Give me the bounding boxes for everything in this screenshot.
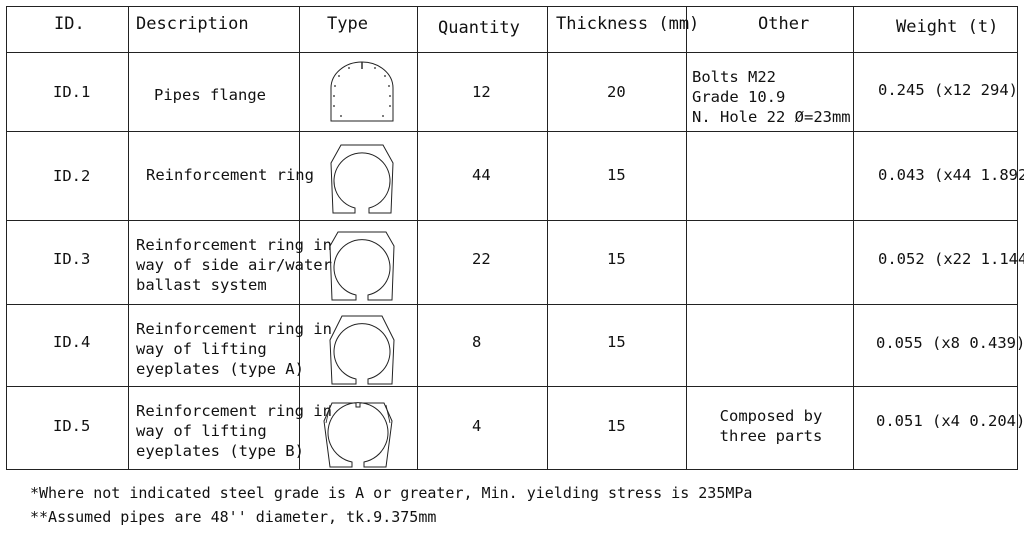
ring-profile-icon	[328, 224, 396, 304]
column-divider	[417, 6, 418, 470]
row-5-id: ID.5	[53, 417, 91, 435]
row-divider	[6, 220, 1018, 221]
row-4-thickness: 15	[607, 333, 626, 351]
header-quantity: Quantity	[438, 18, 520, 38]
row-4-quantity: 8	[472, 333, 482, 351]
header-id: ID.	[54, 14, 85, 34]
footnote-steel-grade: *Where not indicated steel grade is A or…	[30, 484, 753, 502]
row-1-description: Pipes flange	[154, 86, 266, 104]
row-1-thickness: 20	[607, 83, 626, 101]
row-divider	[6, 52, 1018, 53]
row-1-weight: 0.245 (x12 294)	[878, 81, 1018, 99]
row-divider	[6, 386, 1018, 387]
row-3-id: ID.3	[53, 250, 91, 268]
ring-profile-icon	[329, 137, 395, 217]
flange-profile-icon	[329, 60, 395, 122]
table-border-top	[6, 6, 1018, 7]
row-1-quantity: 12	[472, 83, 491, 101]
split-ring-profile-icon	[322, 393, 394, 469]
row-2-thickness: 15	[607, 166, 626, 184]
column-divider	[547, 6, 548, 470]
row-divider	[6, 304, 1018, 305]
row-5-quantity: 4	[472, 417, 482, 435]
row-2-id: ID.2	[53, 167, 91, 185]
row-5-weight: 0.051 (x4 0.204)	[876, 412, 1024, 430]
row-3-quantity: 22	[472, 250, 491, 268]
footnote-pipe-diameter: **Assumed pipes are 48'' diameter, tk.9.…	[30, 508, 437, 526]
row-3-description: Reinforcement ring in way of side air/wa…	[136, 236, 332, 294]
header-weight: Weight (t)	[896, 17, 999, 37]
row-5-description: Reinforcement ring in way of lifting eye…	[136, 402, 332, 460]
header-type: Type	[327, 14, 368, 34]
header-other: Other	[758, 14, 810, 34]
row-2-weight: 0.043 (x44 1.892)	[878, 166, 1024, 184]
header-thickness: Thickness (mm)	[556, 14, 700, 34]
column-divider	[299, 6, 300, 470]
column-divider	[686, 6, 687, 470]
spec-table: ID. Description Type Quantity Thickness …	[6, 6, 1024, 470]
row-3-thickness: 15	[607, 250, 626, 268]
table-border-right	[1017, 6, 1018, 470]
ring-profile-icon	[328, 308, 396, 388]
row-2-quantity: 44	[472, 166, 491, 184]
column-divider	[853, 6, 854, 470]
row-4-id: ID.4	[53, 333, 91, 351]
table-border-bottom	[6, 469, 1018, 470]
column-divider	[6, 6, 7, 470]
row-4-description: Reinforcement ring in way of lifting eye…	[136, 320, 332, 378]
footnotes: *Where not indicated steel grade is A or…	[30, 481, 752, 529]
row-1-id: ID.1	[53, 83, 91, 101]
row-1-other: Bolts M22 Grade 10.9 N. Hole 22 Ø=23mm	[692, 68, 851, 126]
row-3-weight: 0.052 (x22 1.144)	[878, 250, 1024, 268]
header-description: Description	[136, 14, 249, 34]
row-5-thickness: 15	[607, 417, 626, 435]
row-divider	[6, 131, 1018, 132]
row-5-other: Composed by three parts	[719, 407, 823, 445]
column-divider	[128, 6, 129, 470]
row-4-weight: 0.055 (x8 0.439)	[876, 334, 1024, 352]
row-2-description: Reinforcement ring	[146, 166, 314, 184]
